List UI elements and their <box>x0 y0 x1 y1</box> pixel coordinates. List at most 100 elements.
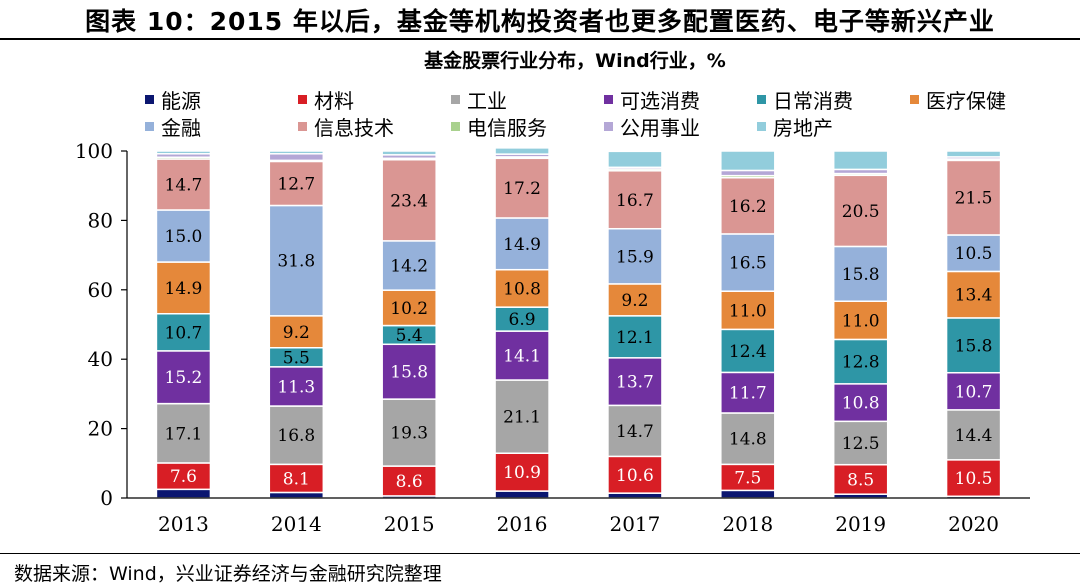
data-label: 10.7 <box>955 382 993 402</box>
bar-stack: 8.5 12.5 10.8 12.8 11.0 15.8 20.5 <box>832 150 889 499</box>
data-label: 14.2 <box>390 257 428 277</box>
figure-title: 图表 10：2015 年以后，基金等机构投资者也更多配置医药、电子等新兴产业 <box>85 7 995 36</box>
bar-segment <box>381 289 437 327</box>
data-label: 16.8 <box>277 426 315 446</box>
data-label: 10.2 <box>390 299 428 319</box>
bar-segment <box>607 357 663 407</box>
bar-segment <box>607 150 663 169</box>
data-label: 23.4 <box>390 191 428 211</box>
data-label: 11.0 <box>729 301 767 321</box>
data-label: 14.9 <box>503 235 541 255</box>
legend-label: 房地产 <box>773 116 833 140</box>
x-axis: 2013 2014 2015 2016 2017 2018 2019 2020 <box>127 497 1030 536</box>
data-label: 17.1 <box>165 424 203 444</box>
legend-swatch <box>451 95 460 104</box>
bar-segment <box>268 204 325 317</box>
legend-swatch <box>451 122 460 131</box>
legend-swatch <box>298 122 307 131</box>
data-label: 14.8 <box>729 430 767 450</box>
data-label: 14.7 <box>616 422 654 442</box>
bar-segment <box>607 455 663 494</box>
data-label: 15.9 <box>616 247 654 267</box>
data-label: 13.7 <box>616 373 654 393</box>
bar-segment <box>381 343 437 400</box>
legend-item: 材料 <box>298 89 354 113</box>
x-tick-label: 2018 <box>722 512 773 536</box>
bar-segment <box>155 462 212 491</box>
data-label: 8.6 <box>396 472 423 492</box>
data-label: 12.1 <box>616 328 654 348</box>
data-label: 13.4 <box>955 286 993 306</box>
data-label: 5.5 <box>283 348 310 368</box>
bar-segment <box>945 409 1002 461</box>
legend-item: 医疗保健 <box>910 89 1006 113</box>
x-tick-label: 2020 <box>948 512 999 536</box>
legend-swatch <box>604 95 613 104</box>
y-tick-label: 40 <box>88 347 113 371</box>
y-tick-label: 0 <box>100 486 113 510</box>
x-tick-label: 2014 <box>271 512 322 536</box>
legend-item: 能源 <box>145 89 201 113</box>
bar-segment <box>832 463 889 495</box>
data-label: 14.4 <box>955 426 993 446</box>
legend-swatch <box>145 95 154 104</box>
bar-segment <box>155 488 212 499</box>
legend-swatch <box>910 95 919 104</box>
data-label: 10.5 <box>955 469 993 489</box>
bar-segment <box>268 160 325 207</box>
data-label: 6.9 <box>509 310 536 330</box>
bar-segment <box>607 227 663 285</box>
legend-item: 信息技术 <box>298 116 394 140</box>
bar-segment <box>494 379 550 454</box>
x-tick-label: 2017 <box>609 512 660 536</box>
bar-segment <box>607 283 663 317</box>
data-label: 11.3 <box>277 377 315 397</box>
data-label: 15.8 <box>955 336 993 356</box>
x-tick-label: 2015 <box>384 512 435 536</box>
data-label: 7.6 <box>170 467 197 487</box>
bar-segment <box>155 158 212 211</box>
data-label: 21.5 <box>955 189 993 209</box>
legend-swatch <box>757 95 766 104</box>
bar-segment <box>832 420 889 466</box>
bar-segment <box>268 491 325 499</box>
bar-stack: 7.5 14.8 11.7 12.4 11.0 16.5 16.2 <box>720 150 776 499</box>
bar-segment <box>607 170 663 230</box>
data-label: 11.0 <box>842 311 880 331</box>
data-label: 31.8 <box>277 252 315 272</box>
bar-segment <box>945 159 1002 236</box>
data-label: 10.5 <box>955 244 993 264</box>
bar-stack: 10.9 21.1 14.1 6.9 10.8 14.9 17.2 <box>494 147 550 499</box>
bar-segment <box>494 147 550 155</box>
bar-segment <box>945 270 1002 319</box>
data-label: 16.2 <box>729 197 767 217</box>
bar-segment <box>720 371 776 414</box>
legend-swatch <box>604 122 613 131</box>
chart-title: 基金股票行业分布，Wind行业，% <box>423 49 726 72</box>
data-label: 9.2 <box>621 291 648 311</box>
data-label: 10.6 <box>616 466 654 486</box>
bar-segment <box>494 268 550 308</box>
data-label: 16.7 <box>616 191 654 211</box>
bar-segment <box>381 465 437 497</box>
data-label: 8.1 <box>283 469 310 489</box>
data-label: 21.1 <box>503 408 541 428</box>
legend-swatch <box>145 122 154 131</box>
data-label: 7.5 <box>734 468 761 488</box>
data-label: 12.5 <box>842 434 880 454</box>
bar-segment <box>494 157 550 219</box>
legend-swatch <box>757 122 766 131</box>
legend-label: 能源 <box>161 89 201 113</box>
data-label: 10.8 <box>503 279 541 299</box>
bar-segment <box>155 350 212 405</box>
y-tick-label: 80 <box>88 208 113 232</box>
data-label: 9.2 <box>283 323 310 343</box>
plot-area: 7.6 17.1 15.2 10.7 14.9 15.0 14.7 8.1 16.8 11.3 5.… <box>155 147 1002 499</box>
data-label: 10.8 <box>842 394 880 414</box>
bar-segment <box>268 153 325 162</box>
bar-segment <box>945 317 1002 374</box>
bar-stack: 8.6 19.3 15.8 5.4 10.2 14.2 23.4 <box>381 150 437 499</box>
data-label: 8.5 <box>847 470 874 490</box>
data-label: 12.7 <box>277 174 315 194</box>
x-tick-label: 2019 <box>835 512 886 536</box>
